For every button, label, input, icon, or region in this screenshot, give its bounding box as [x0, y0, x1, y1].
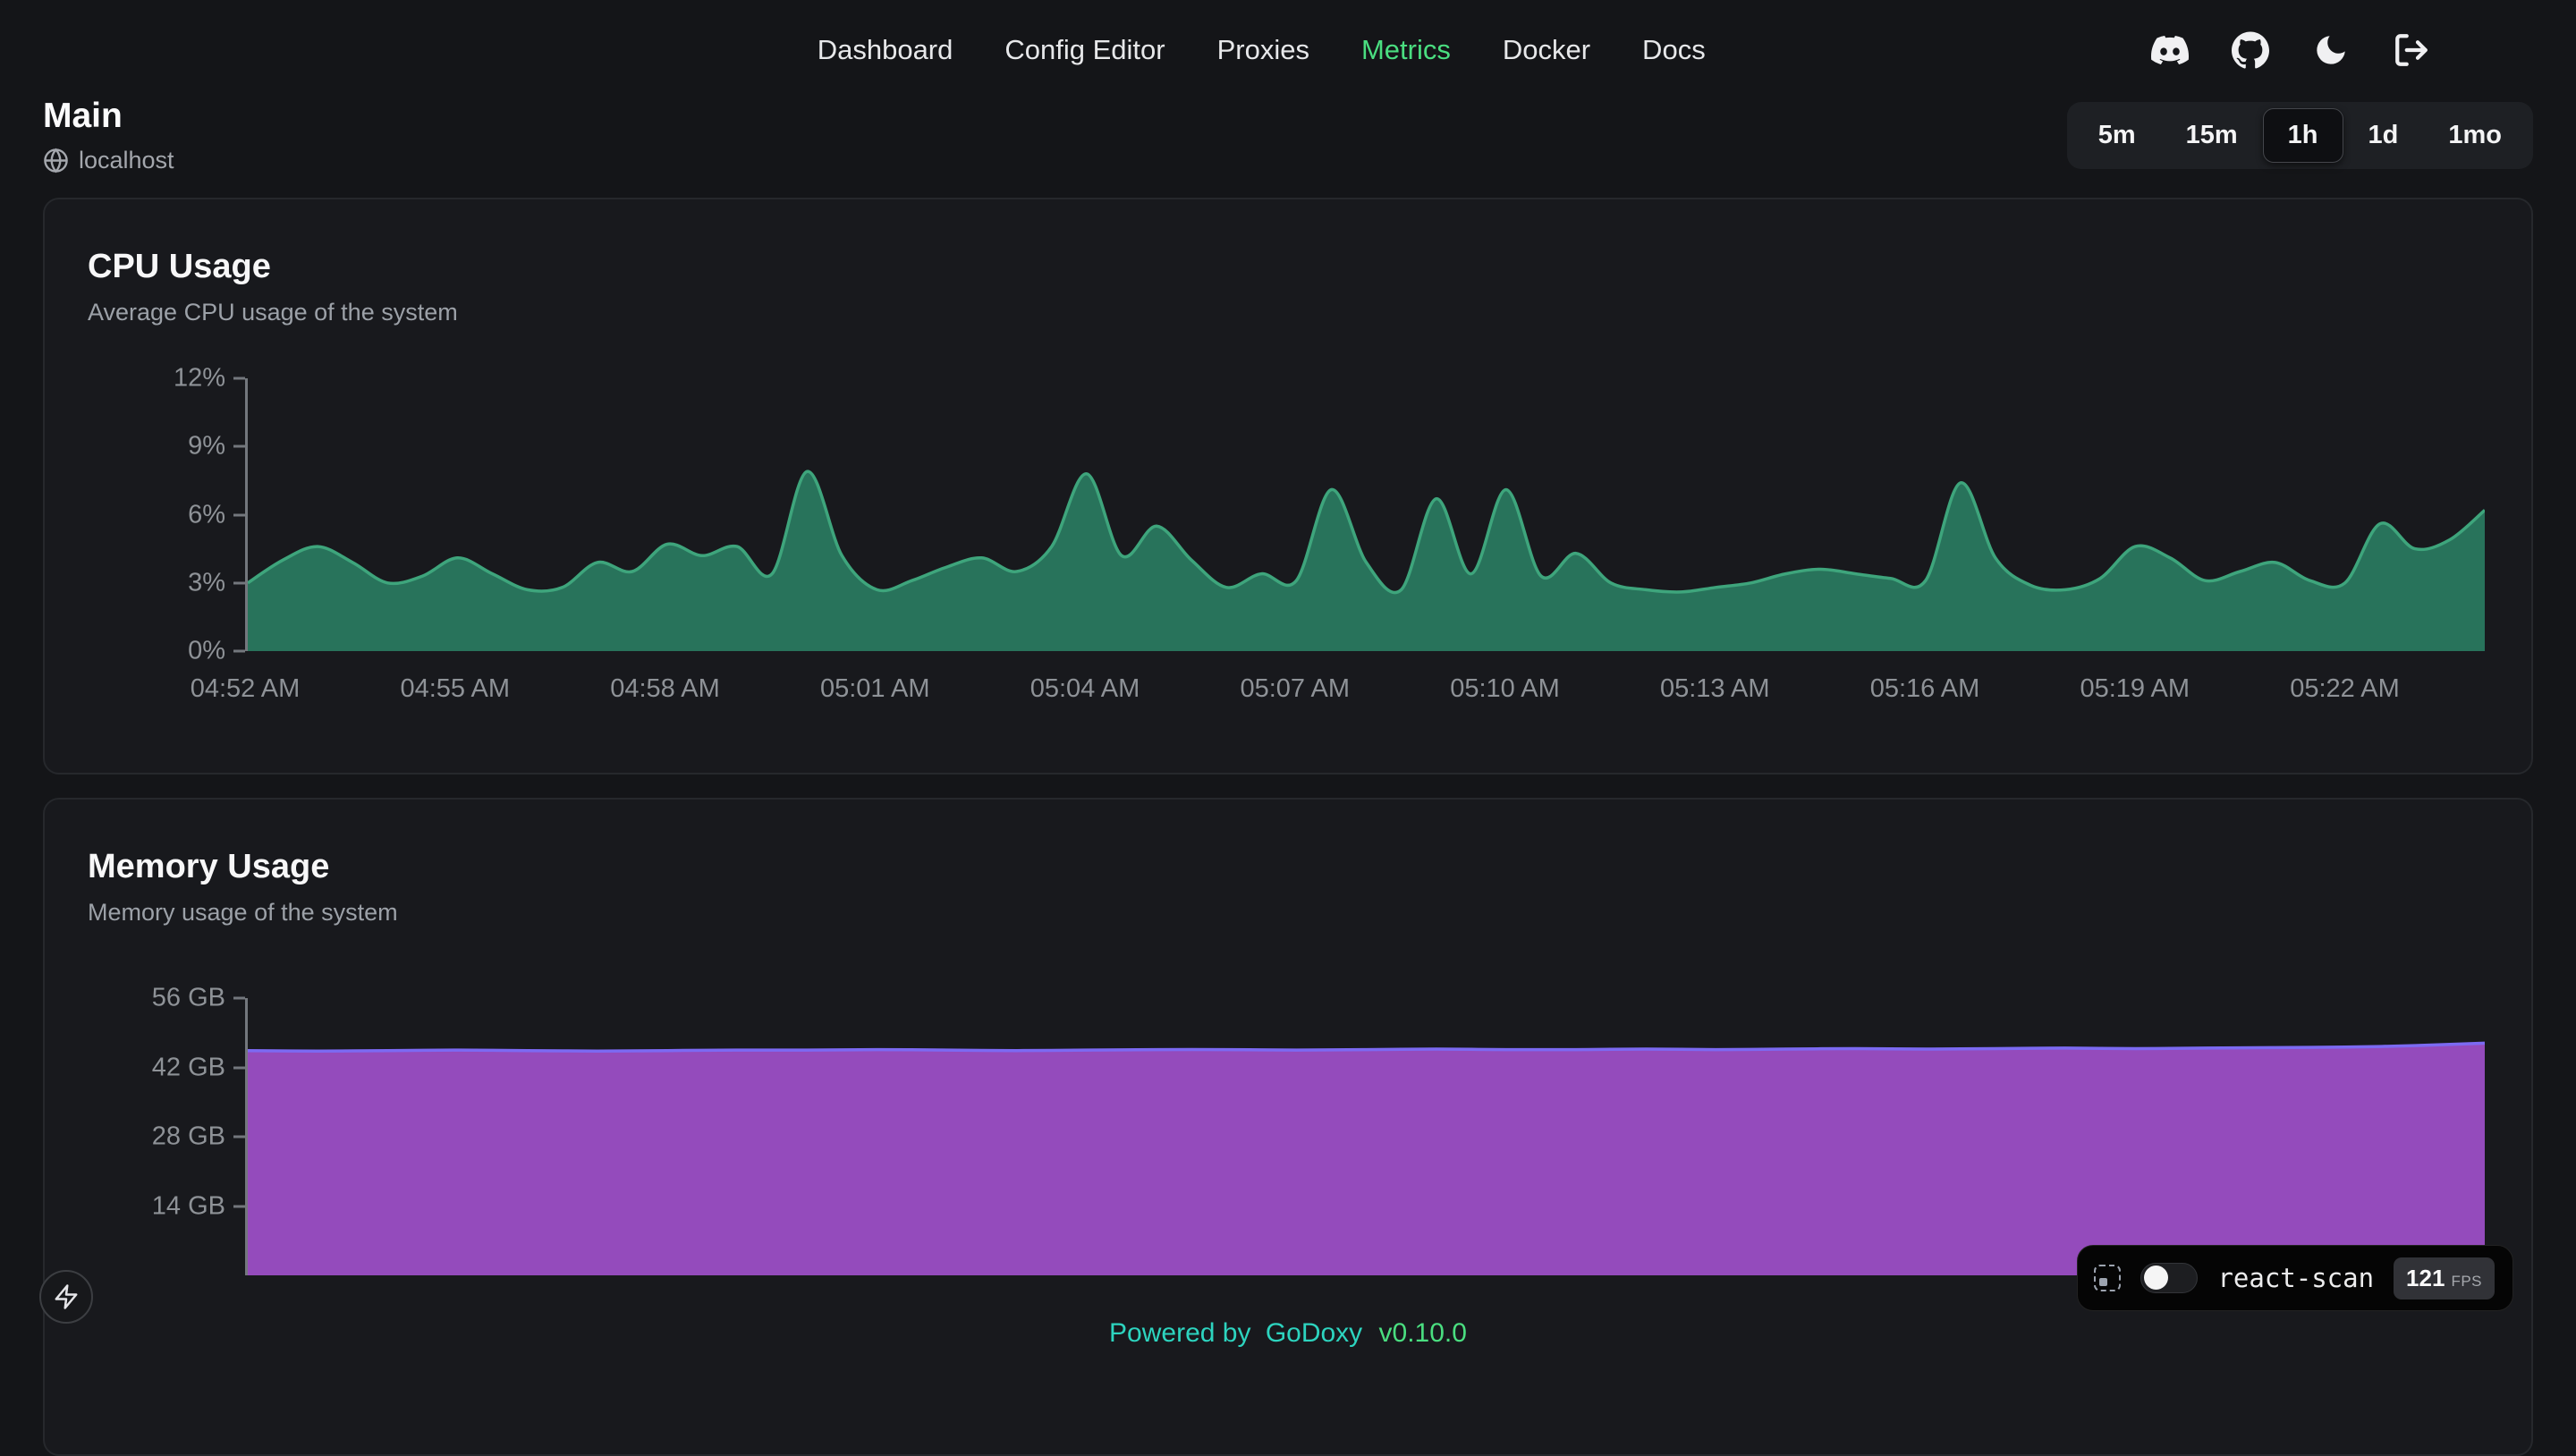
cpu-card-subtitle: Average CPU usage of the system: [88, 299, 2485, 326]
cpu-usage-chart: [248, 378, 2485, 651]
subheader: Main localhost 5m 15m 1h 1d 1mo: [0, 97, 2576, 174]
nav-item-proxies[interactable]: Proxies: [1217, 34, 1309, 66]
y-tick-label: 56 GB: [152, 984, 225, 1013]
y-tick-mark: [233, 445, 245, 448]
nav-item-config-editor[interactable]: Config Editor: [1004, 34, 1165, 66]
fps-badge: 121 FPS: [2394, 1257, 2495, 1299]
fps-unit: FPS: [2451, 1273, 2482, 1291]
memory-usage-chart: [248, 998, 2485, 1275]
memory-y-axis: 56 GB 42 GB 28 GB 14 GB: [88, 998, 245, 1275]
globe-icon: [43, 148, 69, 174]
y-tick-mark: [233, 1066, 245, 1069]
memory-card-subtitle: Memory usage of the system: [88, 899, 2485, 927]
range-1d[interactable]: 1d: [2343, 108, 2424, 163]
react-scan-toggle[interactable]: [2140, 1263, 2198, 1293]
host-label: localhost: [79, 147, 174, 174]
top-bar: Dashboard Config Editor Proxies Metrics …: [0, 0, 2576, 93]
range-1h[interactable]: 1h: [2263, 108, 2343, 163]
range-5m[interactable]: 5m: [2073, 108, 2161, 163]
y-tick-mark: [233, 581, 245, 584]
react-scan-toolbar: react-scan 121 FPS: [2077, 1245, 2513, 1311]
toggle-knob: [2144, 1266, 2168, 1290]
main-nav: Dashboard Config Editor Proxies Metrics …: [818, 34, 1706, 66]
y-tick-mark: [233, 650, 245, 653]
y-tick-label: 28 GB: [152, 1122, 225, 1152]
nav-item-metrics[interactable]: Metrics: [1361, 34, 1451, 66]
memory-chart-area: 56 GB 42 GB 28 GB 14 GB: [88, 998, 2485, 1275]
y-tick-label: 9%: [188, 432, 225, 461]
nav-item-dashboard[interactable]: Dashboard: [818, 34, 953, 66]
page-title: Main: [43, 97, 174, 136]
header-icons: [2148, 29, 2433, 72]
x-tick-label: 05:10 AM: [1450, 674, 1560, 704]
y-tick-mark: [233, 1136, 245, 1139]
x-tick-label: 05:07 AM: [1240, 674, 1350, 704]
discord-icon[interactable]: [2148, 29, 2191, 72]
x-tick-label: 04:55 AM: [400, 674, 510, 704]
dark-mode-moon-icon[interactable]: [2309, 29, 2352, 72]
footer: Powered by GoDoxy v0.10.0: [0, 1318, 2576, 1349]
y-tick-mark: [233, 1205, 245, 1207]
x-tick-label: 05:04 AM: [1030, 674, 1140, 704]
cpu-card-title: CPU Usage: [88, 248, 2485, 286]
react-scan-label: react-scan: [2217, 1263, 2374, 1293]
x-tick-label: 04:52 AM: [191, 674, 301, 704]
y-tick-mark: [233, 997, 245, 1000]
github-icon[interactable]: [2229, 29, 2272, 72]
host-row: localhost: [43, 147, 174, 174]
inspect-icon[interactable]: [2094, 1265, 2121, 1291]
host-block: Main localhost: [43, 97, 174, 174]
y-tick-label: 3%: [188, 568, 225, 597]
x-tick-label: 04:58 AM: [610, 674, 720, 704]
memory-line: [248, 1043, 2485, 1051]
memory-usage-card: Memory Usage Memory usage of the system …: [43, 798, 2533, 1456]
memory-plot: [245, 998, 2485, 1275]
x-tick-label: 05:22 AM: [2290, 674, 2400, 704]
zap-button[interactable]: [39, 1270, 93, 1324]
nav-item-docker[interactable]: Docker: [1503, 34, 1590, 66]
y-tick-label: 0%: [188, 637, 225, 666]
logout-icon[interactable]: [2390, 29, 2433, 72]
powered-by-text: Powered by: [1109, 1318, 1250, 1348]
y-tick-mark: [233, 377, 245, 380]
time-range-selector: 5m 15m 1h 1d 1mo: [2067, 102, 2533, 169]
cpu-chart-area: 12% 9% 6% 3% 0%: [88, 378, 2485, 651]
x-tick-label: 05:16 AM: [1870, 674, 1980, 704]
fps-value: 121: [2406, 1265, 2445, 1292]
x-tick-label: 05:19 AM: [2080, 674, 2190, 704]
y-tick-label: 6%: [188, 500, 225, 529]
version-label: v0.10.0: [1379, 1318, 1467, 1348]
cpu-y-axis: 12% 9% 6% 3% 0%: [88, 378, 245, 651]
cpu-x-axis: 04:52 AM 04:55 AM 04:58 AM 05:01 AM 05:0…: [245, 665, 2485, 715]
y-tick-label: 14 GB: [152, 1191, 225, 1221]
memory-area-fill: [248, 1043, 2485, 1275]
x-tick-label: 05:01 AM: [820, 674, 930, 704]
godoxy-link[interactable]: GoDoxy: [1266, 1318, 1362, 1348]
range-1mo[interactable]: 1mo: [2423, 108, 2527, 163]
x-tick-label: 05:13 AM: [1660, 674, 1770, 704]
y-tick-label: 42 GB: [152, 1053, 225, 1082]
y-tick-label: 12%: [174, 364, 225, 394]
cpu-usage-card: CPU Usage Average CPU usage of the syste…: [43, 198, 2533, 775]
zap-icon: [53, 1283, 80, 1310]
y-tick-mark: [233, 513, 245, 516]
memory-card-title: Memory Usage: [88, 848, 2485, 886]
range-15m[interactable]: 15m: [2161, 108, 2263, 163]
cpu-plot: [245, 378, 2485, 651]
nav-item-docs[interactable]: Docs: [1642, 34, 1706, 66]
